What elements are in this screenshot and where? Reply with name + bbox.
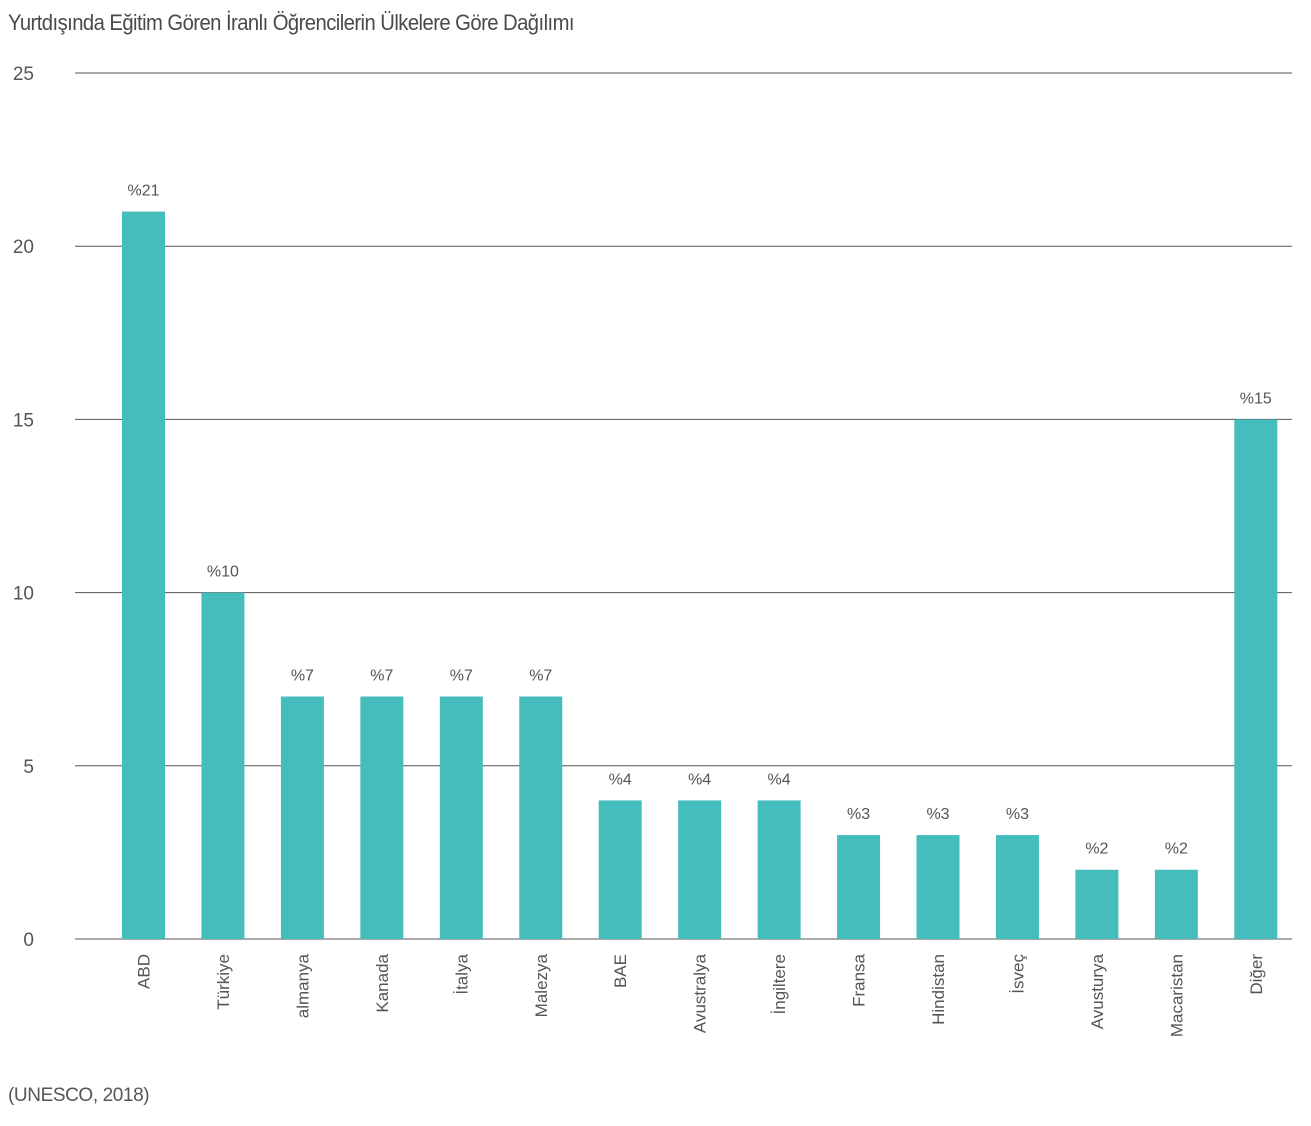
category-label: İngiltere [770, 954, 789, 1014]
y-tick-label: 10 [13, 584, 34, 605]
bar [519, 696, 563, 939]
category-label: ABD [135, 954, 154, 989]
category-label: Avustralya [691, 953, 710, 1033]
data-label: %10 [207, 564, 239, 581]
data-label: %7 [450, 668, 473, 685]
data-label: %3 [1006, 806, 1029, 823]
category-label: Macaristan [1167, 954, 1186, 1037]
source-note: (UNESCO, 2018) [8, 1085, 150, 1106]
bar [837, 835, 881, 939]
y-axis-ticks: 0 5 10 15 20 25 [13, 64, 34, 951]
category-label: İtalya [452, 953, 471, 994]
bar [201, 592, 245, 939]
category-label: Diğer [1247, 954, 1266, 995]
y-tick-label: 25 [13, 64, 34, 85]
category-label: Türkiye [214, 954, 233, 1010]
data-label: %15 [1240, 390, 1272, 407]
category-label: Hindistan [929, 954, 948, 1025]
data-label: %7 [529, 668, 552, 685]
bar [598, 800, 642, 939]
category-label: BAE [611, 954, 630, 988]
data-label: %4 [609, 771, 632, 788]
gridlines [75, 72, 1292, 940]
category-label: Fransa [850, 953, 869, 1006]
bar [1154, 869, 1198, 939]
data-label: %4 [688, 771, 711, 788]
bar [995, 835, 1039, 939]
data-label: %2 [1085, 841, 1108, 858]
chart-title: Yurtdışında Eğitim Gören İranlı Öğrencil… [8, 10, 575, 35]
bar-chart: 0 5 10 15 20 25 %21 %10 %7 %7 %7 %7 %4 %4 %4 %3 %3 %3 %2%… [13, 64, 1292, 1037]
data-label: %3 [926, 806, 949, 823]
category-label: Kanada [373, 953, 392, 1012]
y-tick-label: 20 [13, 237, 34, 258]
category-label: Avusturya [1088, 953, 1107, 1029]
bar [916, 835, 960, 939]
data-label: %4 [768, 771, 791, 788]
category-label: İsveç [1008, 954, 1027, 994]
bar [122, 211, 165, 939]
data-label: %3 [847, 806, 870, 823]
bars [122, 211, 1278, 939]
data-label: %2 [1165, 841, 1188, 858]
data-label: %21 [127, 183, 159, 200]
category-label: almanya [293, 953, 312, 1018]
bar [757, 800, 801, 939]
bar [439, 696, 483, 939]
bar [280, 696, 324, 939]
y-tick-label: 0 [23, 930, 34, 951]
data-label: %7 [291, 668, 314, 685]
data-label: %7 [370, 668, 393, 685]
bar [360, 696, 404, 939]
y-tick-label: 15 [13, 410, 34, 431]
bar [678, 800, 722, 939]
y-tick-label: 5 [23, 757, 34, 778]
bar [1075, 869, 1119, 939]
category-label: Malezya [532, 953, 551, 1017]
data-labels: %21 %10 %7 %7 %7 %7 %4 %4 %4 %3 %3 %3 %2 %2 %15 [127, 183, 1271, 858]
bar [1234, 419, 1278, 939]
x-axis-categories: ABD Türkiye almanya Kanada İtalya Malezya BAE A… [135, 953, 1266, 1037]
